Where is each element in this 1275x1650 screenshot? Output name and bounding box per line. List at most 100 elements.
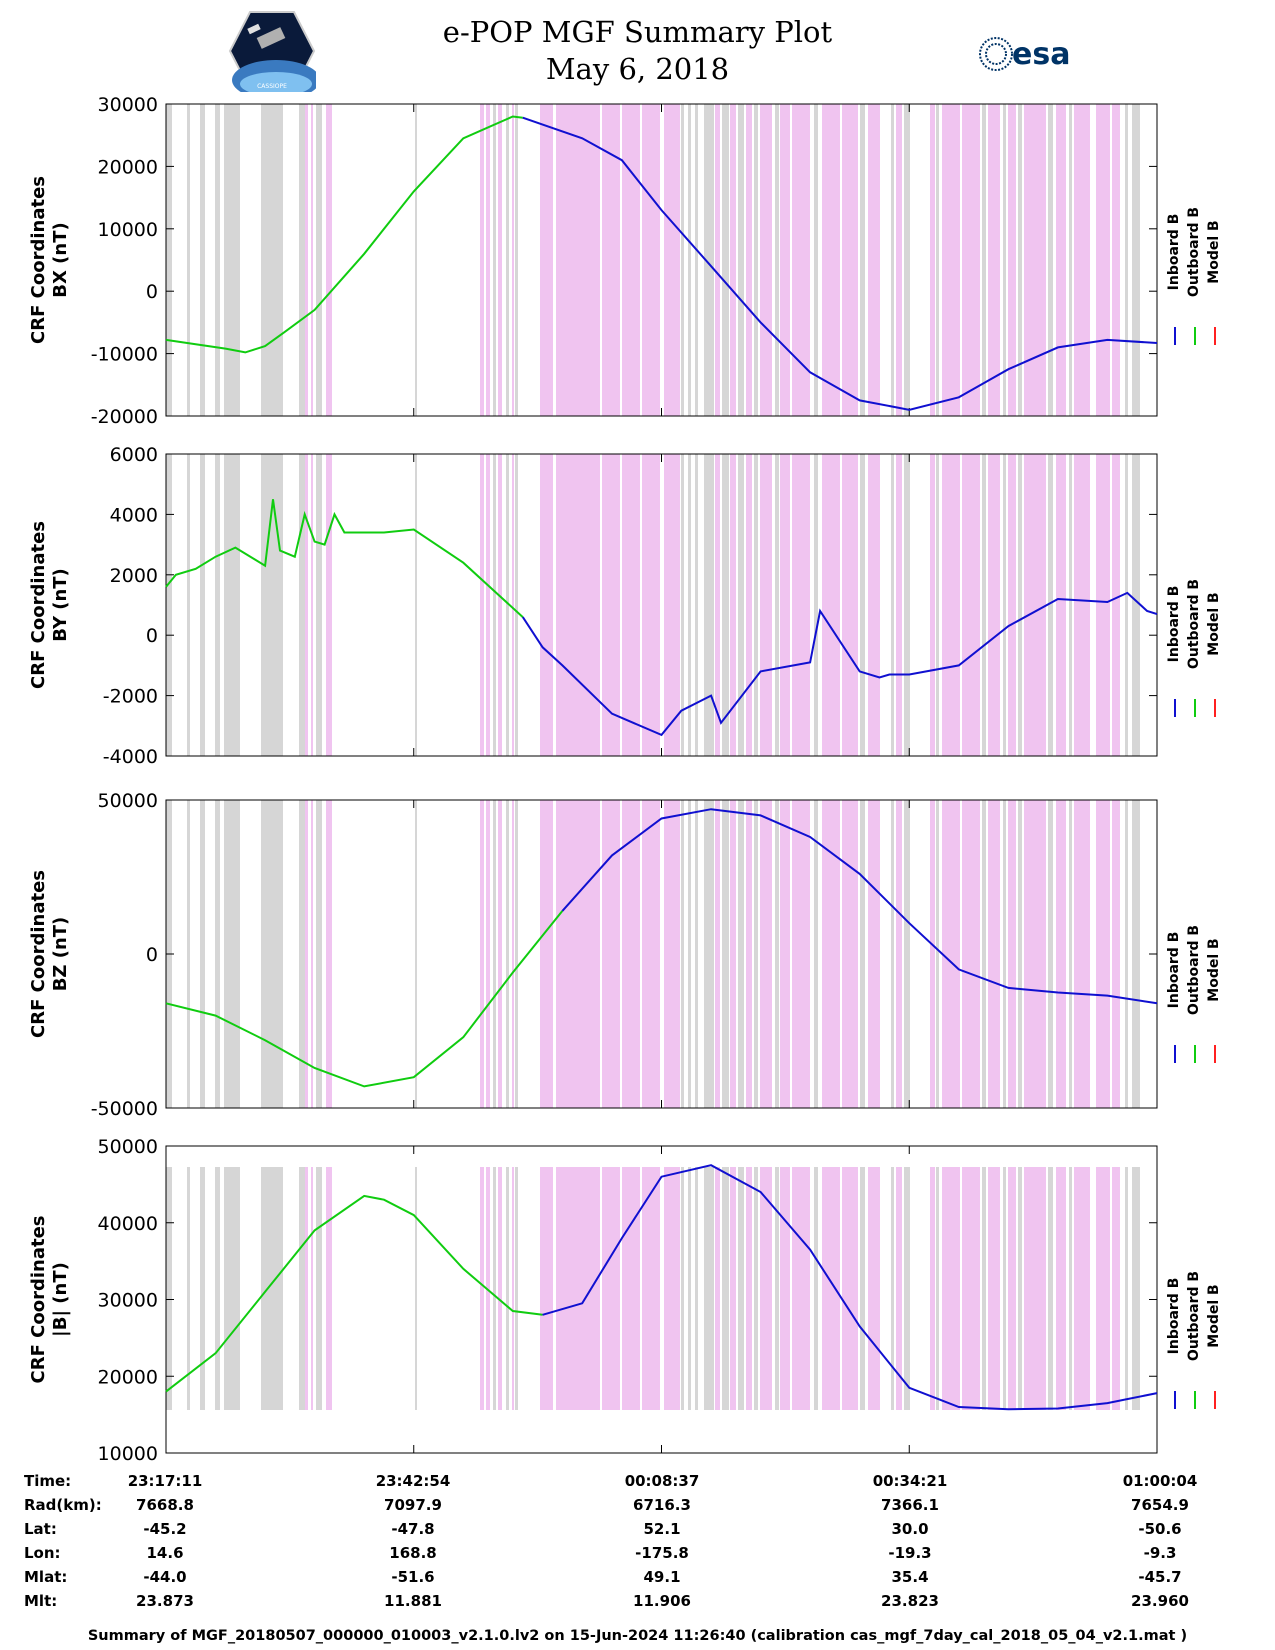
gray-band — [936, 1167, 939, 1410]
esa-logo: esa — [978, 34, 1088, 78]
legend-label: Outboard B — [1186, 207, 1202, 297]
pink-band — [1112, 800, 1120, 1108]
gray-band — [506, 1167, 509, 1410]
pink-band — [760, 454, 772, 756]
table-cell: 35.4 — [891, 1568, 929, 1586]
pink-band — [822, 454, 840, 756]
pink-band — [642, 104, 660, 416]
gray-band — [754, 800, 758, 1108]
gray-band — [688, 1167, 691, 1410]
pink-band — [1074, 800, 1090, 1108]
pink-band — [556, 104, 600, 416]
pink-band — [1056, 1167, 1066, 1410]
table-cell: 7654.9 — [1131, 1496, 1189, 1514]
pink-band — [868, 1167, 880, 1410]
table-cell: 00:08:37 — [624, 1472, 700, 1490]
pink-band — [311, 800, 313, 1108]
gray-band — [754, 454, 758, 756]
legend-label: Model B — [1206, 220, 1222, 283]
gray-band — [1069, 104, 1072, 416]
pink-band — [746, 104, 752, 416]
gray-band — [722, 454, 729, 756]
pink-band — [930, 454, 935, 756]
pink-band — [486, 454, 490, 756]
gray-band — [738, 104, 744, 416]
y-tick-label: 50000 — [98, 1136, 158, 1158]
y-tick-label: 30000 — [98, 1290, 158, 1312]
gray-band — [166, 454, 172, 756]
series-line — [165, 910, 564, 1088]
gray-band — [415, 800, 417, 1108]
table-cell: 52.1 — [643, 1520, 681, 1538]
table-cell: 14.6 — [146, 1544, 184, 1562]
chart-title: e-POP MGF Summary Plot May 6, 2018 — [0, 14, 1275, 88]
gray-band — [904, 454, 910, 756]
gray-band — [1125, 104, 1128, 416]
pink-band — [896, 104, 902, 416]
pink-band — [1056, 800, 1066, 1108]
table-label-mlat: Mlat: — [24, 1568, 68, 1586]
pink-band — [642, 800, 660, 1108]
gray-band — [1069, 454, 1072, 756]
pink-band — [480, 104, 484, 416]
y-axis-label: CRF Coordinates — [28, 176, 49, 344]
series-line — [165, 499, 524, 618]
gray-band — [200, 454, 205, 756]
gray-band — [775, 800, 779, 1108]
gray-band — [695, 1167, 698, 1410]
gray-band — [1048, 1167, 1053, 1410]
pink-band — [498, 800, 502, 1108]
y-tick-label: -4000 — [103, 746, 158, 768]
pink-band — [760, 1167, 772, 1410]
pink-band — [842, 800, 858, 1108]
pink-band — [556, 800, 600, 1108]
gray-band — [200, 800, 205, 1108]
gray-band — [224, 104, 230, 416]
y-tick-label: 10000 — [98, 1443, 158, 1465]
table-cell: 168.8 — [389, 1544, 437, 1562]
gray-band — [681, 104, 684, 416]
y-axis-label: |B| (nT) — [50, 1262, 71, 1337]
gray-band — [814, 800, 818, 1108]
gray-band — [860, 454, 865, 756]
pink-band — [311, 454, 313, 756]
y-tick-label: 20000 — [98, 1366, 158, 1388]
gray-band — [722, 104, 729, 416]
gray-band — [415, 104, 417, 416]
gray-band — [415, 454, 417, 756]
pink-band — [602, 104, 620, 416]
pink-band — [1024, 454, 1046, 756]
gray-band — [230, 104, 240, 416]
pink-band — [780, 800, 790, 1108]
pink-band — [1096, 1167, 1110, 1410]
pink-band — [1024, 800, 1046, 1108]
legend-label: Outboard B — [1186, 1271, 1202, 1361]
gray-band — [515, 800, 518, 1108]
legend-label: Inboard B — [1166, 586, 1182, 663]
gray-band — [936, 454, 939, 756]
gray-band — [775, 454, 779, 756]
pink-band — [326, 454, 332, 756]
pink-band — [730, 104, 736, 416]
gray-band — [230, 454, 240, 756]
gray-band — [215, 1167, 220, 1410]
y-tick-label: 20000 — [98, 156, 158, 178]
pink-band — [896, 1167, 902, 1410]
gray-band — [688, 800, 691, 1108]
table-cell: -9.3 — [1143, 1544, 1177, 1562]
gray-band — [1018, 800, 1022, 1108]
pink-band — [1074, 1167, 1090, 1410]
table-cell: 7366.1 — [881, 1496, 939, 1514]
gray-band — [775, 104, 779, 416]
pink-band — [622, 454, 640, 756]
pink-band — [326, 104, 332, 416]
pink-band — [962, 800, 980, 1108]
gray-band — [891, 800, 894, 1108]
gray-band — [1069, 1167, 1072, 1410]
table-cell: -51.6 — [391, 1568, 435, 1586]
table-label-mlt: Mlt: — [24, 1592, 58, 1610]
gray-band — [738, 800, 744, 1108]
pink-band — [988, 454, 1000, 756]
pink-band — [540, 1167, 553, 1410]
y-tick-label: 0 — [146, 625, 158, 647]
